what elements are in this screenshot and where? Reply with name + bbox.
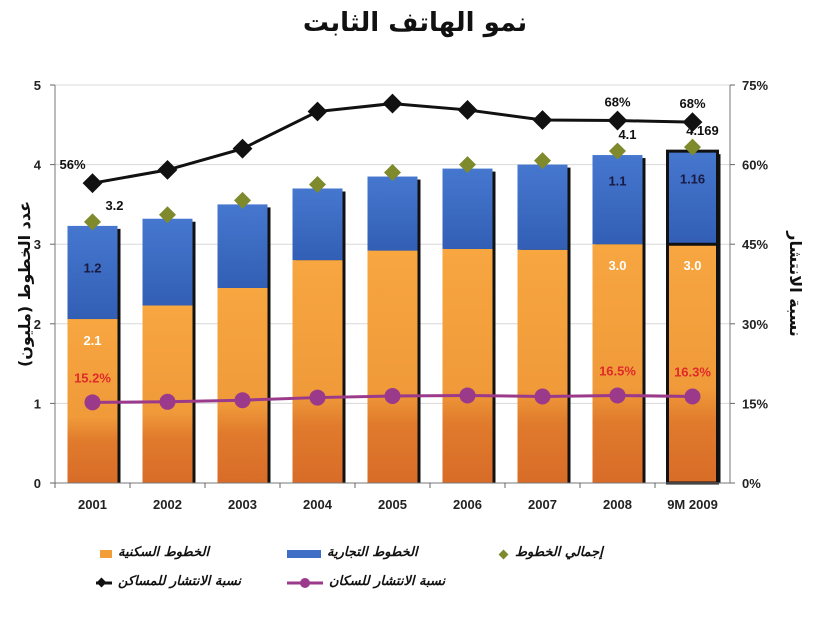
y-tick-label: 5 <box>34 78 41 93</box>
y2-tick-label: 30% <box>742 317 768 332</box>
data-label: 2.1 <box>83 333 101 348</box>
population-marker <box>84 394 101 411</box>
population-marker <box>609 387 626 404</box>
y-tick-label: 1 <box>34 396 41 411</box>
x-tick-label: 2005 <box>378 497 407 512</box>
y-axis-title: عدد الخطوط (مليون) <box>15 201 34 367</box>
y2-axis-title: نسبة الانتشار <box>786 230 805 337</box>
household-marker <box>157 160 178 180</box>
data-label: 15.2% <box>74 370 111 385</box>
legend-swatch-business <box>287 550 321 558</box>
data-label: 68% <box>679 96 705 111</box>
bar-business <box>442 168 493 249</box>
x-tick-label: 2004 <box>303 497 333 512</box>
x-tick-label: 9M 2009 <box>667 497 718 512</box>
data-label: 1.16 <box>680 172 705 187</box>
data-label: 16.5% <box>599 363 636 378</box>
y2-tick-label: 60% <box>742 158 768 173</box>
household-marker <box>307 101 328 122</box>
y-tick-label: 3 <box>34 237 41 252</box>
bar-business <box>592 155 643 245</box>
bar-residential <box>442 248 493 483</box>
data-label: 1.1 <box>608 174 626 189</box>
bar-residential <box>217 287 268 483</box>
x-tick-label: 2001 <box>78 497 107 512</box>
data-label: 56% <box>59 157 85 172</box>
legend-swatch-residential <box>100 550 112 558</box>
total-marker <box>384 164 401 182</box>
bar-residential <box>292 260 343 483</box>
population-marker <box>159 393 176 410</box>
legend-household: نسبة الانتشار للمساكن <box>118 574 241 589</box>
population-marker <box>684 388 701 405</box>
bar-business <box>142 218 193 306</box>
population-marker <box>309 389 326 406</box>
household-marker <box>532 110 553 130</box>
legend-swatch-population <box>287 578 323 588</box>
y2-tick-label: 45% <box>742 237 768 252</box>
data-label: 1.2 <box>83 260 101 275</box>
legend-residential: الخطوط السكنية <box>118 545 210 560</box>
total-marker <box>534 152 551 170</box>
bar-residential <box>592 244 643 483</box>
population-marker <box>234 392 251 409</box>
legend-population: نسبة الانتشار للسكان <box>329 574 446 589</box>
y2-tick-label: 75% <box>742 78 768 93</box>
y2-tick-label: 0% <box>742 476 761 491</box>
x-tick-label: 2006 <box>453 497 482 512</box>
total-marker <box>234 191 251 209</box>
x-tick-label: 2008 <box>603 497 632 512</box>
legend-business: الخطوط التجارية <box>327 545 418 560</box>
total-marker <box>684 138 701 156</box>
bar-business <box>667 151 718 245</box>
data-label: 3.0 <box>683 258 701 273</box>
x-tick-label: 2007 <box>528 497 557 512</box>
bar-business <box>517 164 568 250</box>
bar-residential <box>367 250 418 483</box>
total-marker <box>459 156 476 174</box>
legend-swatch-household <box>96 577 112 588</box>
data-label: 4.1 <box>618 127 636 142</box>
household-marker <box>457 100 478 120</box>
total-marker <box>159 206 176 224</box>
population-marker <box>384 387 401 404</box>
data-label: 3.0 <box>608 258 626 273</box>
population-marker <box>534 388 551 405</box>
x-tick-label: 2003 <box>228 497 257 512</box>
household-marker <box>382 93 403 114</box>
bar-business <box>367 176 418 251</box>
data-label: 4.169 <box>686 123 719 138</box>
bar-residential <box>517 249 568 483</box>
x-tick-label: 2002 <box>153 497 182 512</box>
bar-residential <box>667 244 718 483</box>
data-label: 3.2 <box>105 198 123 213</box>
legend-swatch-total <box>498 549 509 560</box>
household-marker <box>82 173 103 194</box>
y-tick-label: 2 <box>34 317 41 332</box>
y2-tick-label: 15% <box>742 396 768 411</box>
total-marker <box>309 175 326 193</box>
bar-business <box>67 225 118 320</box>
total-marker <box>84 213 101 231</box>
y-tick-label: 4 <box>34 158 42 173</box>
data-label: 16.3% <box>674 365 711 380</box>
chart-title: نمو الهاتف الثابت <box>302 8 528 38</box>
total-marker <box>609 142 626 160</box>
data-label: 68% <box>604 95 630 110</box>
legend-total: إجمالي الخطوط <box>515 545 603 560</box>
bar-business <box>217 204 268 288</box>
household-marker <box>232 138 253 159</box>
y-tick-label: 0 <box>34 476 41 491</box>
bar-business <box>292 188 343 261</box>
population-marker <box>459 387 476 404</box>
